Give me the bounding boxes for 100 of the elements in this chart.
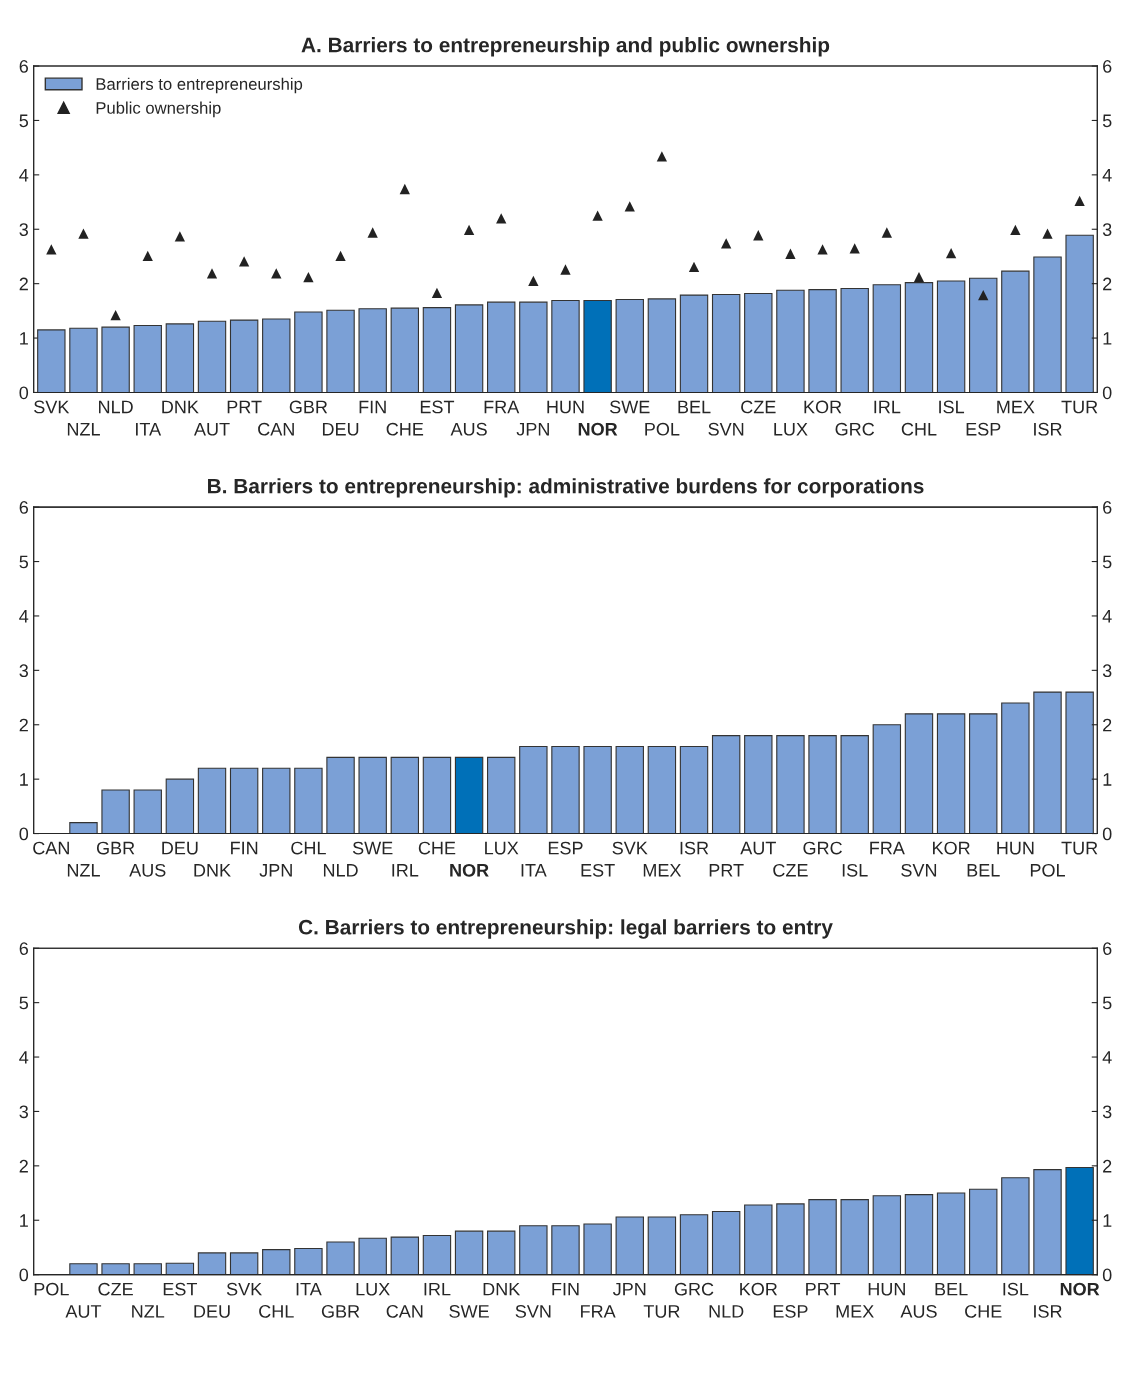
y-tick-label: 4 — [19, 610, 29, 623]
bar — [1001, 270, 1030, 393]
bar — [615, 1216, 644, 1275]
bar — [872, 724, 902, 834]
x-tick-label: CAN — [386, 1304, 423, 1318]
bar — [487, 756, 516, 834]
bar — [583, 299, 612, 393]
bar — [294, 1247, 323, 1275]
bar — [519, 301, 548, 393]
x-tick-label: BEL — [967, 864, 1000, 877]
x-tick-label: GRC — [835, 422, 875, 436]
bar — [454, 1230, 484, 1275]
x-tick-label: AUT — [740, 841, 776, 855]
y-tick-label: 0 — [19, 1268, 29, 1282]
y2-tick-label: 1 — [1103, 773, 1112, 786]
x-tick-label: GRC — [674, 1282, 714, 1296]
x-tick-label: DEU — [322, 422, 359, 436]
bar — [294, 767, 323, 834]
bar — [487, 301, 516, 393]
x-tick-label: KOR — [804, 400, 842, 414]
y-tick-label: 2 — [19, 1159, 28, 1173]
bar — [1065, 234, 1094, 393]
x-tick-label: SWE — [352, 841, 393, 855]
bar — [551, 745, 580, 834]
point — [1010, 224, 1021, 235]
x-tick-label: DNK — [162, 400, 199, 414]
bar — [647, 745, 677, 834]
bar — [487, 1230, 516, 1275]
point — [110, 310, 121, 321]
x-tick-label: CZE — [773, 863, 808, 877]
bar — [358, 1237, 387, 1275]
bar — [969, 1188, 998, 1275]
x-tick-label: AUT — [193, 422, 230, 436]
y-tick-label: 4 — [19, 1051, 29, 1064]
bar — [969, 713, 998, 834]
bar — [1033, 691, 1062, 834]
bar — [326, 1241, 355, 1275]
bar — [1065, 1166, 1094, 1275]
y-tick-label: 3 — [19, 223, 29, 236]
bar — [390, 1236, 420, 1275]
bar — [519, 1225, 548, 1275]
x-tick-label: IRL — [392, 864, 419, 877]
bar — [840, 735, 869, 834]
x-tick-label: DEU — [194, 1305, 230, 1318]
y-tick-label: 6 — [19, 59, 29, 73]
point — [46, 244, 57, 255]
bar — [294, 311, 323, 393]
point — [496, 213, 507, 224]
x-tick-label: NLD — [323, 864, 358, 877]
point — [560, 264, 571, 275]
x-tick-label: AUT — [65, 1305, 102, 1318]
bar — [583, 1223, 612, 1275]
point — [528, 275, 539, 287]
x-tick-label: FRA — [484, 400, 520, 414]
x-tick-label: ITA — [521, 864, 547, 877]
y-tick-label: 4 — [19, 168, 29, 182]
x-tick-label: JPN — [259, 864, 292, 877]
x-tick-label: KOR — [933, 841, 970, 855]
x-tick-label: ISL — [1003, 1282, 1029, 1296]
y2-tick-label: 0 — [1102, 1268, 1112, 1282]
bar — [390, 307, 420, 393]
x-tick-label: NLD — [99, 400, 133, 414]
x-tick-label: SVK — [612, 841, 648, 855]
x-tick-label: SVK — [226, 1282, 262, 1296]
bar — [133, 789, 162, 834]
chart-title: C. Barriers to entrepreneurship: legal barriers to entry — [298, 919, 833, 939]
bar — [69, 822, 98, 834]
x-tick-label: DNK — [194, 864, 231, 877]
bar — [615, 298, 644, 393]
x-tick-label: EST — [581, 863, 615, 877]
point — [1074, 195, 1085, 207]
point — [592, 210, 603, 221]
x-tick-label: LUX — [774, 422, 808, 436]
bar — [744, 735, 773, 834]
bar — [229, 1252, 259, 1275]
y-tick-label: 0 — [19, 827, 29, 841]
x-tick-label: MEX — [997, 400, 1035, 414]
bar — [647, 1216, 677, 1275]
bar — [69, 1263, 98, 1275]
bar — [358, 308, 387, 393]
bar — [679, 745, 709, 834]
x-tick-label: SWE — [449, 1304, 489, 1318]
legend-label: Barriers to entrepreneurship — [96, 77, 303, 94]
x-tick-label: CHL — [291, 841, 326, 855]
x-tick-label: NLD — [709, 1305, 744, 1318]
x-tick-label: ESP — [966, 422, 1001, 436]
bar — [872, 284, 902, 393]
point — [817, 244, 828, 255]
bar — [969, 277, 998, 393]
y2-tick-label: 0 — [1102, 386, 1112, 400]
x-tick-label: KOR — [740, 1282, 778, 1296]
x-tick-label: BEL — [935, 1282, 968, 1296]
bar — [101, 1263, 130, 1275]
y2-tick-label: 6 — [1103, 942, 1112, 955]
x-tick-label: ISR — [1034, 422, 1062, 436]
bar — [101, 789, 130, 834]
bar — [808, 1199, 837, 1275]
x-tick-label: HUN — [547, 400, 584, 414]
x-tick-label: ESP — [548, 841, 583, 855]
point — [785, 248, 796, 259]
